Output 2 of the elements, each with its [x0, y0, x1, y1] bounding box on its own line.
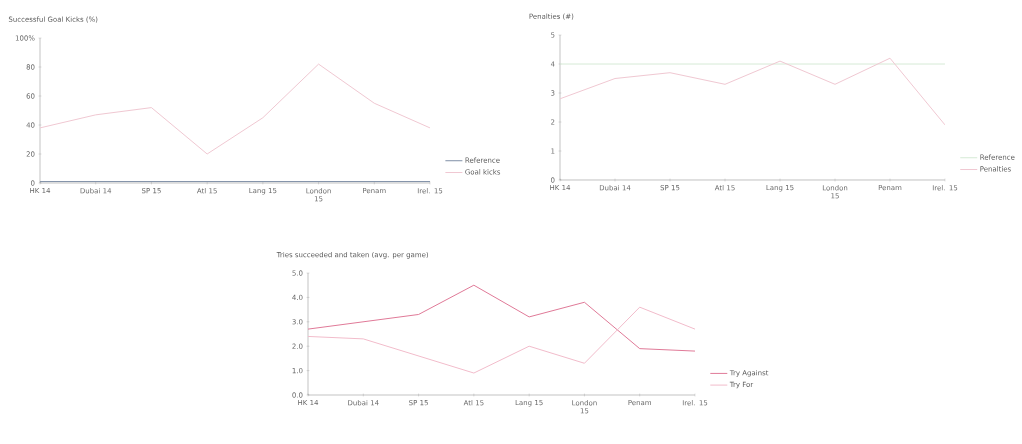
- line-series: [40, 63, 430, 155]
- line-series: [560, 57, 945, 126]
